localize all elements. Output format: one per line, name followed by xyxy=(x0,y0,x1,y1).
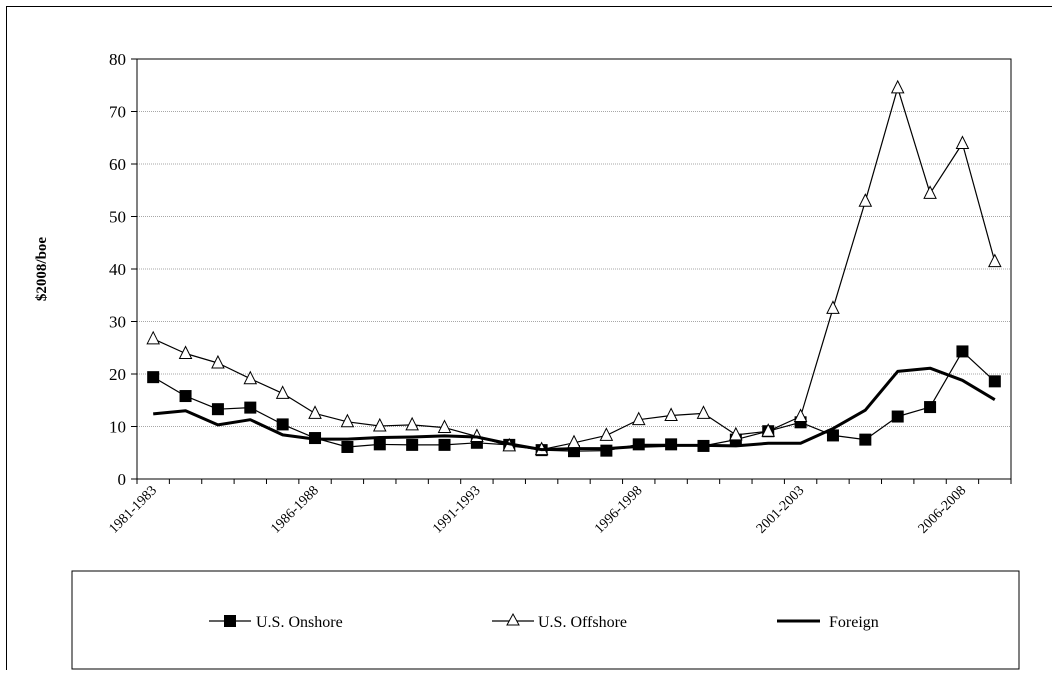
data-point xyxy=(631,411,646,426)
data-point xyxy=(988,253,1002,268)
y-tick-label: 0 xyxy=(118,470,127,489)
data-point xyxy=(826,300,840,314)
data-point xyxy=(923,185,937,199)
legend-label-us-onshore: U.S. Onshore xyxy=(256,614,343,631)
series-line xyxy=(153,366,996,452)
x-tick-label: 1996-1998 xyxy=(592,483,646,537)
data-point xyxy=(600,444,613,457)
data-point xyxy=(890,79,905,94)
data-point xyxy=(341,440,354,453)
data-point xyxy=(372,417,387,432)
data-point xyxy=(632,438,645,451)
gridlines xyxy=(137,58,1011,427)
y-tick-label: 20 xyxy=(109,365,126,384)
data-point xyxy=(826,429,839,442)
triangle-marker-icon xyxy=(506,612,520,626)
data-point xyxy=(793,408,808,423)
data-point xyxy=(664,407,678,421)
x-tick-label: 1991-1993 xyxy=(430,483,484,537)
data-point xyxy=(146,330,160,345)
data-point xyxy=(211,354,225,369)
legend-item-us-onshore: U.S. Onshore xyxy=(209,614,343,631)
data-point xyxy=(859,433,872,446)
y-tick-label: 60 xyxy=(109,155,126,174)
y-axis: 0 10 20 30 40 50 60 70 80 xyxy=(109,50,137,489)
data-point xyxy=(147,371,160,384)
y-tick-label: 80 xyxy=(109,50,126,69)
legend: U.S. Onshore U.S. Offshore Foreign xyxy=(71,570,1020,670)
data-point xyxy=(244,401,257,414)
y-axis-label: $2008/boe xyxy=(34,237,50,302)
data-point xyxy=(955,135,970,150)
data-point xyxy=(178,345,193,360)
legend-item-foreign: Foreign xyxy=(777,614,879,631)
data-point xyxy=(275,385,290,399)
series-0 xyxy=(147,345,1001,458)
data-point xyxy=(308,405,322,419)
data-point xyxy=(405,416,419,431)
x-tick-label: 2001-2003 xyxy=(754,483,808,537)
data-point xyxy=(373,438,386,451)
x-axis: 1981-1983 1986-1988 1991-1993 1996-1998 2001… xyxy=(107,479,1012,537)
data-point xyxy=(243,370,258,385)
x-tick-label: 1986-1988 xyxy=(268,483,322,537)
data-point xyxy=(599,427,614,441)
square-marker-icon xyxy=(224,615,236,627)
data-point xyxy=(340,413,355,428)
data-point xyxy=(406,438,419,451)
series-2 xyxy=(153,366,996,452)
data-point xyxy=(956,345,969,358)
legend-label-foreign: Foreign xyxy=(829,614,879,631)
data-point xyxy=(858,193,873,207)
x-tick-label: 1981-1983 xyxy=(107,483,161,537)
y-tick-label: 50 xyxy=(109,208,126,227)
data-point xyxy=(276,418,289,431)
legend-label-us-offshore: U.S. Offshore xyxy=(538,614,627,631)
x-tick-label: 2006-2008 xyxy=(916,483,970,537)
y-tick-label: 40 xyxy=(109,260,126,279)
data-point xyxy=(891,410,904,423)
data-point xyxy=(696,405,711,419)
y-tick-label: 30 xyxy=(109,313,126,332)
data-point xyxy=(924,401,937,414)
legend-item-us-offshore: U.S. Offshore xyxy=(492,612,627,631)
y-tick-label: 70 xyxy=(109,103,126,122)
data-point xyxy=(988,375,1001,388)
data-point xyxy=(438,438,451,451)
data-point xyxy=(761,423,776,437)
data-point xyxy=(729,426,743,441)
chart-frame xyxy=(6,6,1052,670)
data-point xyxy=(437,419,452,434)
series-1 xyxy=(146,79,1002,456)
data-point xyxy=(211,403,224,416)
series xyxy=(146,79,1002,458)
y-tick-label: 10 xyxy=(109,418,126,437)
data-point xyxy=(179,390,192,403)
